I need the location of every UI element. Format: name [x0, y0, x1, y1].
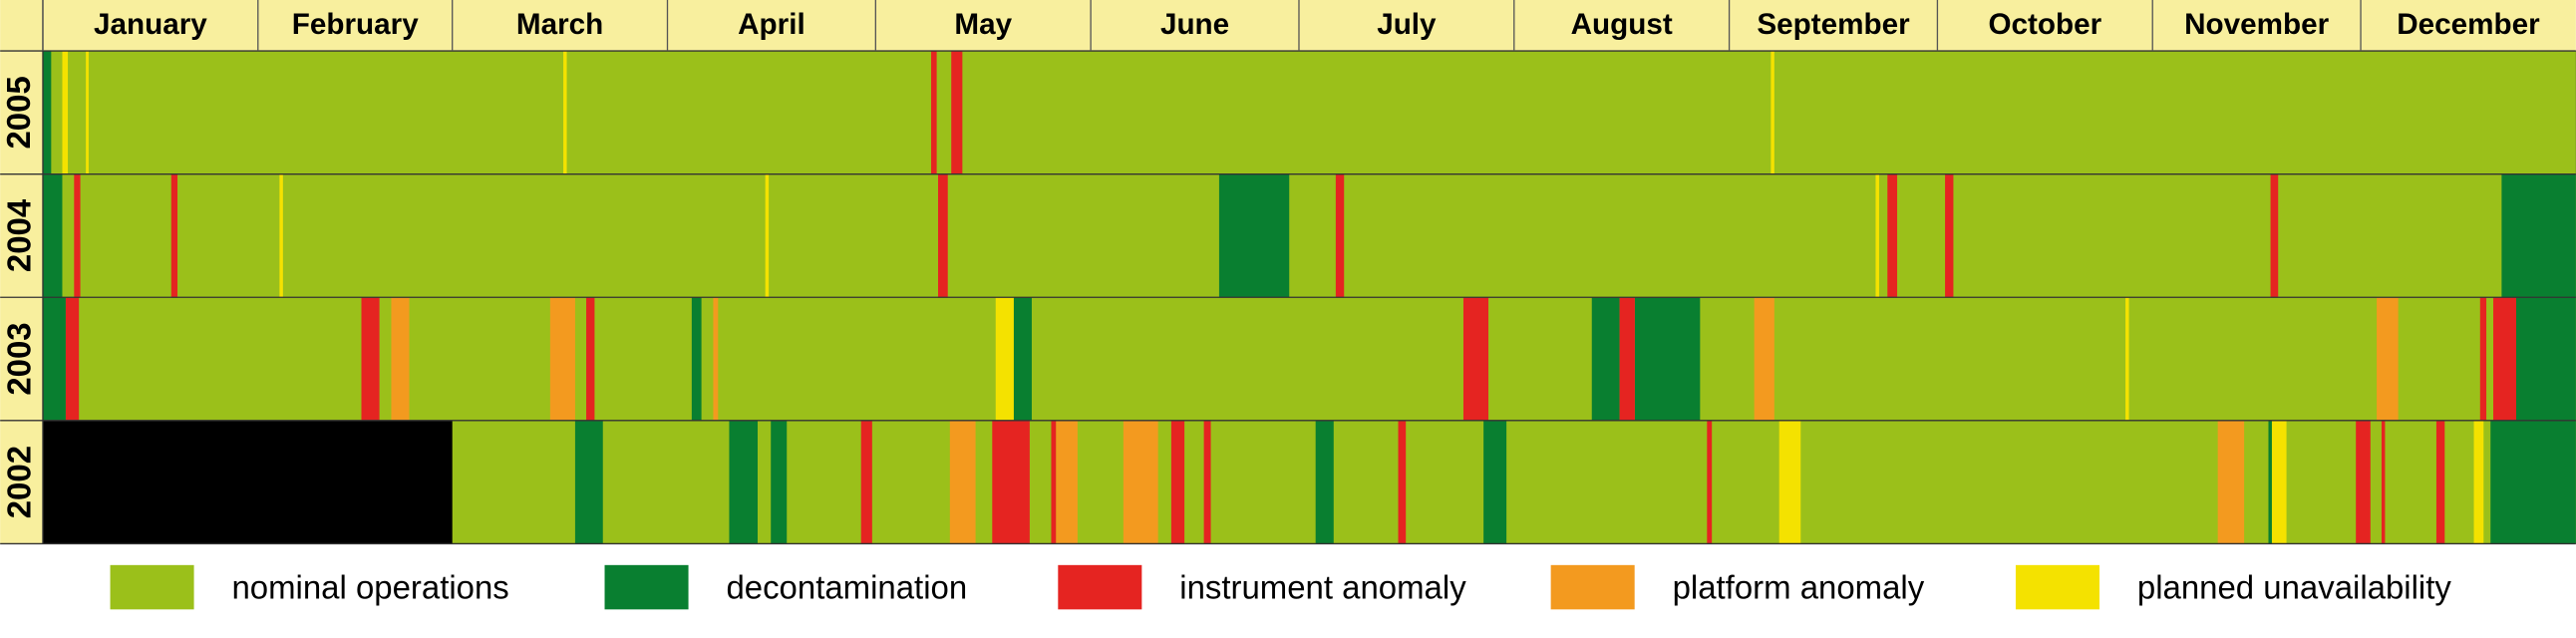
interval [2473, 420, 2484, 544]
interval [1591, 297, 1620, 421]
month-label: September [1757, 8, 1910, 41]
month-label: August [1571, 8, 1673, 41]
interval [2356, 420, 2371, 544]
interval [42, 297, 66, 421]
interval [42, 173, 63, 298]
interval [951, 51, 963, 174]
interval [1875, 173, 1879, 298]
interval [586, 297, 595, 421]
interval [2435, 420, 2445, 544]
interval [1483, 420, 1507, 544]
row-label: 2005 [0, 76, 37, 149]
interval [42, 173, 2576, 298]
row-label: 2003 [0, 322, 37, 395]
interval [931, 51, 937, 174]
interval [65, 297, 80, 421]
legend-swatch [1058, 564, 1142, 610]
month-label: April [738, 8, 805, 41]
interval [1051, 420, 1057, 544]
legend-label: instrument anomaly [1179, 568, 1466, 605]
interval [1170, 420, 1185, 544]
row-label: 2002 [0, 446, 37, 518]
interval [1634, 297, 1701, 421]
month-label: October [1988, 8, 2101, 41]
interval [1056, 420, 1078, 544]
interval [1218, 173, 1290, 298]
interval [42, 51, 52, 174]
month-label: June [1160, 8, 1229, 41]
interval [170, 173, 178, 298]
month-label: November [2184, 8, 2329, 41]
interval [86, 51, 89, 174]
legend-swatch [110, 564, 194, 610]
interval [1887, 173, 1898, 298]
interval [2271, 420, 2287, 544]
interval [995, 297, 1014, 421]
month-label: July [1377, 8, 1437, 41]
interval [2268, 420, 2272, 544]
interval [2270, 173, 2279, 298]
interval [937, 173, 948, 298]
interval [2501, 173, 2576, 298]
interval [992, 420, 1030, 544]
month-label: May [954, 8, 1012, 41]
interval [549, 297, 575, 421]
legend-label: nominal operations [231, 568, 508, 605]
legend-swatch [604, 564, 689, 610]
interval [1123, 420, 1158, 544]
month-label: January [94, 8, 207, 41]
interval [1778, 420, 1801, 544]
month-label: March [516, 8, 603, 41]
interval [1754, 297, 1774, 421]
legend-label: decontamination [726, 568, 967, 605]
interval [1771, 51, 1774, 174]
interval [2493, 297, 2516, 421]
interval [42, 297, 2576, 421]
interval [2479, 297, 2487, 421]
interval [1013, 297, 1032, 421]
interval [1315, 420, 1334, 544]
interval [713, 297, 719, 421]
interval [1398, 420, 1407, 544]
interval [860, 420, 872, 544]
interval [391, 297, 410, 421]
interval [1619, 297, 1635, 421]
interval [771, 420, 788, 544]
legend-label: planned unavailability [2137, 568, 2451, 605]
row-label: 2004 [0, 198, 37, 272]
interval [279, 173, 283, 298]
interval [2381, 420, 2386, 544]
interval [765, 173, 770, 298]
interval [2515, 297, 2576, 421]
interval [574, 420, 603, 544]
interval [1203, 420, 1211, 544]
interval [1335, 173, 1345, 298]
legend-swatch [1550, 564, 1635, 610]
month-label: December [2397, 8, 2540, 41]
interval [1462, 297, 1489, 421]
interval [361, 297, 380, 421]
interval [729, 420, 758, 544]
interval [2217, 420, 2245, 544]
interval [2125, 297, 2129, 421]
legend-label: platform anomaly [1673, 568, 1925, 605]
month-label: February [292, 8, 419, 41]
header-background [0, 0, 2576, 52]
legend-swatch [2015, 564, 2100, 610]
interval [1945, 173, 1954, 298]
interval [2490, 420, 2576, 544]
interval [74, 173, 81, 298]
interval [1707, 420, 1713, 544]
interval [62, 51, 69, 174]
interval [691, 297, 702, 421]
interval [2377, 297, 2399, 421]
interval [42, 51, 2576, 174]
interval [563, 51, 567, 174]
interval [949, 420, 976, 544]
